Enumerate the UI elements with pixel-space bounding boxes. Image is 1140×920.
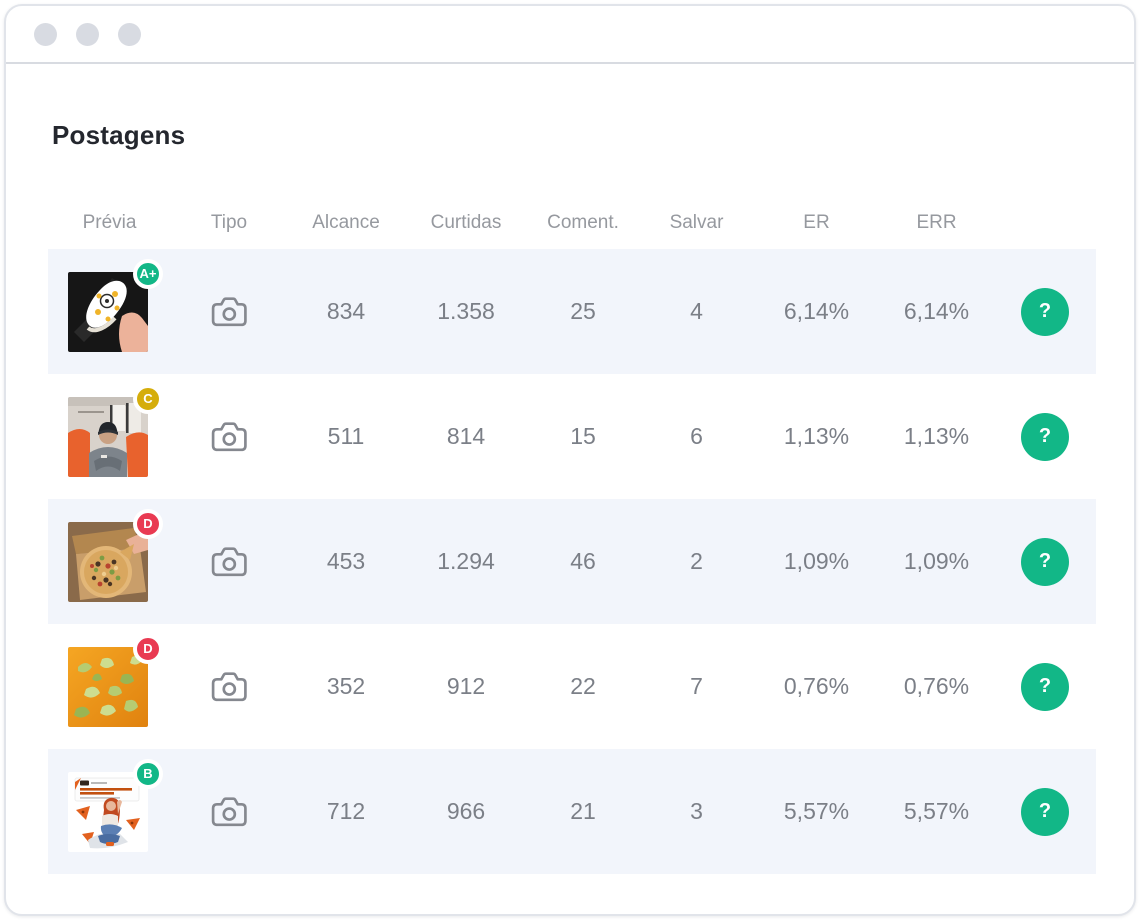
- help-button[interactable]: ?: [1021, 412, 1069, 461]
- er-value: 1,09%: [783, 548, 850, 574]
- salvar-value: 7: [690, 673, 703, 699]
- posts-table: Prévia Tipo Alcance Curtidas Coment. Sal…: [48, 201, 1096, 874]
- post-preview-image[interactable]: A+: [68, 258, 163, 352]
- window-dot-2[interactable]: [76, 22, 99, 46]
- alcance-value: 712: [326, 798, 366, 824]
- coment-value: 22: [570, 673, 596, 699]
- grade-badge: C: [133, 383, 163, 414]
- column-header-previa: Prévia: [82, 212, 137, 233]
- pizza-thumbnail-art: [68, 521, 148, 602]
- grade-badge: B: [133, 758, 163, 789]
- er-value: 1,13%: [783, 423, 850, 449]
- err-value: 5,57%: [903, 798, 970, 824]
- err-value: 0,76%: [903, 673, 970, 699]
- table-row: C 511 814 15 6 1,13% 1,13% ?: [48, 374, 1096, 499]
- salvar-value: 4: [690, 298, 703, 324]
- window-titlebar: [6, 6, 1134, 64]
- post-type-photo: [171, 669, 287, 704]
- post-preview-image[interactable]: D: [68, 508, 163, 602]
- camera-icon: [211, 547, 247, 577]
- er-value: 6,14%: [783, 298, 850, 324]
- page-title: Postagens: [52, 120, 186, 150]
- window-dot-3[interactable]: [118, 22, 141, 46]
- post-preview-image[interactable]: C: [68, 383, 163, 477]
- err-value: 6,14%: [903, 298, 970, 324]
- coment-value: 25: [570, 298, 596, 324]
- post-type-photo: [171, 794, 287, 829]
- column-header-coment: Coment.: [547, 212, 619, 233]
- curtidas-value: 814: [446, 423, 486, 449]
- salvar-value: 6: [690, 423, 703, 449]
- alcance-value: 834: [326, 298, 366, 324]
- help-button[interactable]: ?: [1021, 787, 1069, 836]
- column-header-alcance: Alcance: [312, 212, 380, 233]
- illustration-thumbnail-art: [68, 771, 148, 852]
- post-type-photo: [171, 419, 287, 454]
- alcance-value: 352: [326, 673, 366, 699]
- alcance-value: 511: [327, 423, 365, 449]
- window-dot-1[interactable]: [34, 22, 57, 46]
- lettuce-thumbnail-art: [68, 646, 148, 727]
- curtidas-value: 912: [446, 673, 486, 699]
- post-type-photo: [171, 544, 287, 579]
- help-button[interactable]: ?: [1021, 662, 1069, 711]
- salvar-value: 3: [690, 798, 703, 824]
- grade-badge: A+: [133, 258, 163, 289]
- table-header: Prévia Tipo Alcance Curtidas Coment. Sal…: [48, 201, 1096, 245]
- camera-icon: [211, 672, 247, 702]
- help-button[interactable]: ?: [1021, 287, 1069, 336]
- coment-value: 15: [570, 423, 596, 449]
- err-value: 1,13%: [903, 423, 970, 449]
- coment-value: 46: [570, 548, 596, 574]
- curtidas-value: 1.294: [437, 548, 495, 574]
- column-header-err: ERR: [916, 212, 957, 233]
- er-value: 5,57%: [783, 798, 850, 824]
- curtidas-value: 1.358: [437, 298, 495, 324]
- coment-value: 21: [570, 798, 596, 824]
- camera-icon: [211, 422, 247, 452]
- salvar-value: 2: [690, 548, 703, 574]
- column-header-curtidas: Curtidas: [430, 212, 502, 233]
- column-header-salvar: Salvar: [669, 212, 724, 233]
- err-value: 1,09%: [903, 548, 970, 574]
- grade-badge: D: [133, 633, 163, 664]
- table-row: A+ 834 1.358 25 4 6,14% 6,14% ?: [48, 249, 1096, 374]
- post-preview-image[interactable]: B: [68, 758, 163, 852]
- er-value: 0,76%: [783, 673, 850, 699]
- camera-icon: [211, 297, 247, 327]
- help-button[interactable]: ?: [1021, 537, 1069, 586]
- table-row: D 453 1.294 46 2 1,09% 1,09% ?: [48, 499, 1096, 624]
- sneaker-thumbnail-art: [68, 271, 148, 352]
- employee-thumbnail-art: [68, 396, 148, 477]
- alcance-value: 453: [326, 548, 366, 574]
- app-window: Postagens Prévia Tipo Alcance Curtidas C…: [4, 4, 1136, 916]
- post-preview-image[interactable]: D: [68, 633, 163, 727]
- table-row: D 352 912 22 7 0,76% 0,76% ?: [48, 624, 1096, 749]
- column-header-er: ER: [803, 212, 830, 233]
- camera-icon: [211, 797, 247, 827]
- column-header-tipo: Tipo: [210, 212, 248, 233]
- grade-badge: D: [133, 508, 163, 539]
- curtidas-value: 966: [446, 798, 486, 824]
- table-row: B 712 966 21 3 5,57% 5,57% ?: [48, 749, 1096, 874]
- post-type-photo: [171, 294, 287, 329]
